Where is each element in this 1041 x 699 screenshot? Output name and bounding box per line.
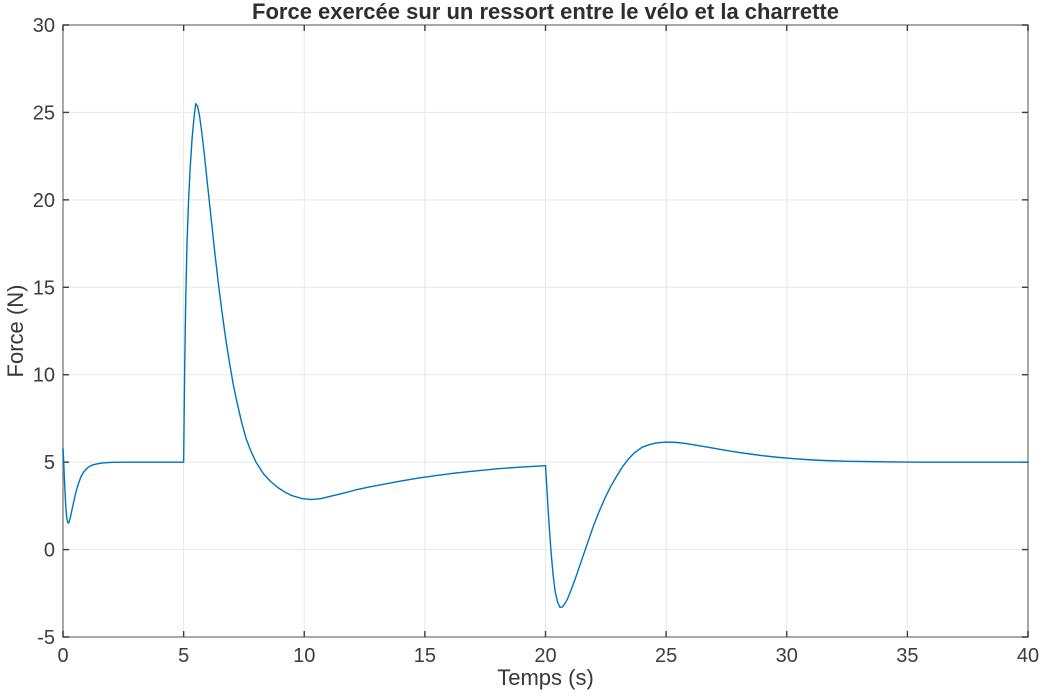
x-tick-label: 10 [293, 645, 315, 667]
x-tick-label: 35 [896, 645, 918, 667]
x-tick-label: 40 [1017, 645, 1039, 667]
x-axis-label: Temps (s) [497, 665, 594, 690]
y-tick-label: 20 [33, 190, 55, 212]
y-tick-label: 25 [33, 102, 55, 124]
y-tick-label: 30 [33, 15, 55, 37]
y-tick-label: 10 [33, 365, 55, 387]
y-tick-label: 15 [33, 277, 55, 299]
x-tick-label: 25 [655, 645, 677, 667]
x-tick-label: 0 [57, 645, 68, 667]
x-tick-label: 5 [178, 645, 189, 667]
force-curve [62, 102, 1029, 608]
y-tick-label: 5 [44, 452, 55, 474]
x-tick-label: 15 [414, 645, 436, 667]
x-tick-label: 30 [776, 645, 798, 667]
y-tick-label: -5 [37, 627, 55, 649]
y-axis-label: Force (N) [3, 284, 28, 378]
x-tick-label: 20 [534, 645, 556, 667]
chart-title: Force exercée sur un ressort entre le vé… [252, 0, 839, 24]
y-tick-label: 0 [44, 540, 55, 562]
